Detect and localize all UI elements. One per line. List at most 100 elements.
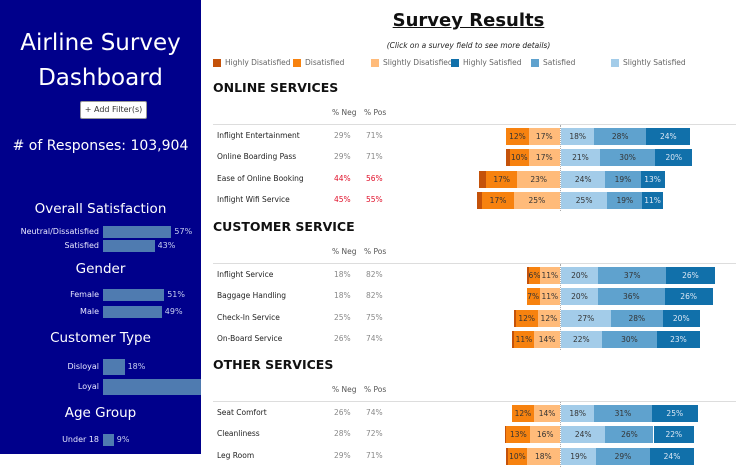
bar-segment-highly-satisfied[interactable]: 25% xyxy=(651,405,698,422)
bar-segment-satisfied[interactable]: 30% xyxy=(601,330,658,348)
survey-row[interactable]: Inflight Entertainment 29% 71% 17% 12% 18% 28%… xyxy=(201,127,736,147)
bar-segment-slightly-dissatisfied[interactable]: 11% xyxy=(539,267,560,284)
bar-segment-satisfied[interactable]: 37% xyxy=(598,267,667,284)
add-filter-button[interactable]: + Add Filter(s) xyxy=(80,101,147,119)
bar-segment-highly-satisfied[interactable]: 20% xyxy=(662,309,700,327)
bar-segment-dissatisfied[interactable]: 12% xyxy=(506,128,529,145)
bar-segment-highly-satisfied[interactable]: 26% xyxy=(666,267,715,284)
survey-row[interactable]: On-Board Service 26% 74% 14% 11% 22% 30% 23% xyxy=(201,330,736,350)
legend-item-highly-satisfied[interactable]: Highly Satisfied xyxy=(451,58,522,67)
row-label[interactable]: Inflight Service xyxy=(217,270,274,279)
sidebar-bar[interactable] xyxy=(103,359,125,375)
bar-segment-slightly-satisfied[interactable]: 24% xyxy=(561,426,606,444)
bar-segment-highly-satisfied[interactable]: 13% xyxy=(640,170,665,188)
row-label[interactable]: Check-In Service xyxy=(217,312,280,322)
bar-segment-slightly-satisfied[interactable]: 21% xyxy=(561,149,600,167)
sidebar-bar[interactable] xyxy=(103,289,165,301)
row-label[interactable]: Inflight Entertainment xyxy=(217,131,300,140)
bar-segment-slightly-dissatisfied[interactable]: 12% xyxy=(537,309,560,327)
bar-segment-highly-dissatisfied[interactable] xyxy=(513,309,516,327)
bar-segment-dissatisfied[interactable]: 11% xyxy=(513,330,535,348)
bar-segment-satisfied[interactable]: 29% xyxy=(596,447,650,465)
sidebar-bar[interactable] xyxy=(103,379,201,395)
sidebar-bar-row[interactable]: Under 18 9% xyxy=(0,433,201,447)
row-label[interactable]: Leg Room xyxy=(217,450,255,460)
legend-item-disatisfied[interactable]: Disatisfied xyxy=(293,58,344,67)
row-label[interactable]: Cleanliness xyxy=(217,429,260,439)
bar-segment-slightly-dissatisfied[interactable]: 14% xyxy=(534,405,560,422)
bar-segment-slightly-satisfied[interactable]: 19% xyxy=(561,447,597,465)
sidebar-bar-row[interactable]: Male 49% xyxy=(0,305,201,319)
bar-segment-dissatisfied[interactable]: 10% xyxy=(510,149,529,167)
survey-row[interactable]: Baggage Handling 18% 82% 11% 7% 20% 36% 26% xyxy=(201,287,736,307)
bar-segment-highly-dissatisfied[interactable] xyxy=(526,267,529,284)
bar-segment-satisfied[interactable]: 19% xyxy=(605,170,641,188)
bar-segment-slightly-satisfied[interactable]: 24% xyxy=(561,170,606,188)
sidebar-bar[interactable] xyxy=(103,306,162,318)
bar-segment-dissatisfied[interactable]: 13% xyxy=(506,426,531,444)
bar-segment-highly-satisfied[interactable]: 24% xyxy=(649,447,695,465)
bar-segment-dissatisfied[interactable]: 17% xyxy=(486,170,518,188)
bar-segment-slightly-dissatisfied[interactable]: 18% xyxy=(526,447,560,465)
bar-segment-highly-dissatisfied[interactable] xyxy=(506,447,509,465)
sidebar-bar-row[interactable]: Neutral/Dissatisfied 57% xyxy=(0,225,201,239)
bar-segment-highly-dissatisfied[interactable] xyxy=(511,330,514,348)
bar-segment-slightly-satisfied[interactable]: 18% xyxy=(561,128,595,145)
bar-segment-slightly-satisfied[interactable]: 22% xyxy=(561,330,602,348)
bar-segment-highly-satisfied[interactable]: 26% xyxy=(664,288,713,306)
bar-segment-slightly-satisfied[interactable]: 20% xyxy=(561,267,598,284)
bar-segment-highly-dissatisfied[interactable] xyxy=(476,191,483,209)
row-label[interactable]: On-Board Service xyxy=(217,333,283,343)
survey-row[interactable]: Cleanliness 28% 72% 16% 13% 24% 26% 22% xyxy=(201,425,736,445)
row-label[interactable]: Ease of Online Booking xyxy=(217,173,304,183)
bar-segment-slightly-dissatisfied[interactable]: 16% xyxy=(530,426,560,444)
bar-segment-slightly-satisfied[interactable]: 20% xyxy=(561,288,598,306)
bar-segment-slightly-dissatisfied[interactable]: 25% xyxy=(513,191,560,209)
sidebar-bar-row[interactable]: Disloyal 18% xyxy=(0,358,201,376)
bar-segment-satisfied[interactable]: 28% xyxy=(594,128,647,145)
bar-segment-satisfied[interactable]: 36% xyxy=(598,288,665,306)
survey-row[interactable]: Inflight Wifi Service 45% 55% 25% 17% 25% 19% 1… xyxy=(201,191,736,211)
bar-segment-satisfied[interactable]: 19% xyxy=(607,191,643,209)
bar-segment-highly-dissatisfied[interactable] xyxy=(504,426,507,444)
survey-row[interactable]: Check-In Service 25% 75% 12% 12% 27% 28% 20% xyxy=(201,309,736,329)
bar-segment-slightly-satisfied[interactable]: 18% xyxy=(561,405,595,422)
row-label[interactable]: Baggage Handling xyxy=(217,291,287,301)
sidebar-bar[interactable] xyxy=(103,226,172,238)
row-label[interactable]: Inflight Wifi Service xyxy=(217,194,290,204)
row-label[interactable]: Seat Comfort xyxy=(217,408,267,417)
bar-segment-dissatisfied[interactable]: 17% xyxy=(482,191,514,209)
bar-segment-slightly-dissatisfied[interactable]: 14% xyxy=(534,330,560,348)
sidebar-bar[interactable] xyxy=(103,240,155,252)
bar-segment-dissatisfied[interactable]: 10% xyxy=(508,447,527,465)
bar-segment-slightly-satisfied[interactable]: 27% xyxy=(561,309,611,327)
bar-segment-highly-dissatisfied[interactable] xyxy=(478,170,486,188)
bar-segment-slightly-satisfied[interactable]: 25% xyxy=(561,191,608,209)
bar-segment-satisfied[interactable]: 30% xyxy=(599,149,656,167)
bar-segment-dissatisfied[interactable]: 7% xyxy=(526,288,540,306)
bar-segment-highly-satisfied[interactable]: 24% xyxy=(646,128,691,145)
legend-item-highly-disatisfied[interactable]: Highly Disatisfied xyxy=(213,58,291,67)
legend-item-slightly-disatisfied[interactable]: Slightly Disatisfied xyxy=(371,58,453,67)
bar-segment-highly-satisfied[interactable]: 20% xyxy=(655,149,693,167)
bar-segment-satisfied[interactable]: 31% xyxy=(594,405,652,422)
sidebar-bar-row[interactable]: Satisfied 43% xyxy=(0,239,201,253)
sidebar-bar[interactable] xyxy=(103,434,114,446)
bar-segment-slightly-dissatisfied[interactable]: 11% xyxy=(539,288,560,306)
survey-row[interactable]: Ease of Online Booking 44% 56% 23% 17% 24% 19%… xyxy=(201,170,736,190)
bar-segment-dissatisfied[interactable]: 12% xyxy=(515,309,538,327)
bar-segment-highly-dissatisfied[interactable] xyxy=(506,149,511,167)
survey-row[interactable]: Online Boarding Pass 29% 71% 17% 10% 21% 30% 20… xyxy=(201,148,736,168)
legend-item-satisfied[interactable]: Satisfied xyxy=(531,58,575,67)
legend-item-slightly-satisfied[interactable]: Slightly Satisfied xyxy=(611,58,686,67)
bar-segment-dissatisfied[interactable]: 6% xyxy=(528,267,540,284)
survey-row[interactable]: Leg Room 29% 71% 18% 10% 19% 29% 24% xyxy=(201,447,736,467)
sidebar-bar-row[interactable]: Female 51% xyxy=(0,288,201,302)
survey-row[interactable]: Seat Comfort 26% 74% 14% 12% 18% 31% 25% xyxy=(201,404,736,424)
bar-segment-highly-satisfied[interactable]: 11% xyxy=(642,191,663,209)
row-label[interactable]: Online Boarding Pass xyxy=(217,152,297,162)
bar-segment-highly-satisfied[interactable]: 23% xyxy=(657,330,700,348)
sidebar-bar-row[interactable]: Loyal82% xyxy=(0,378,201,396)
bar-segment-dissatisfied[interactable]: 12% xyxy=(511,405,535,422)
bar-segment-highly-satisfied[interactable]: 22% xyxy=(653,426,695,444)
